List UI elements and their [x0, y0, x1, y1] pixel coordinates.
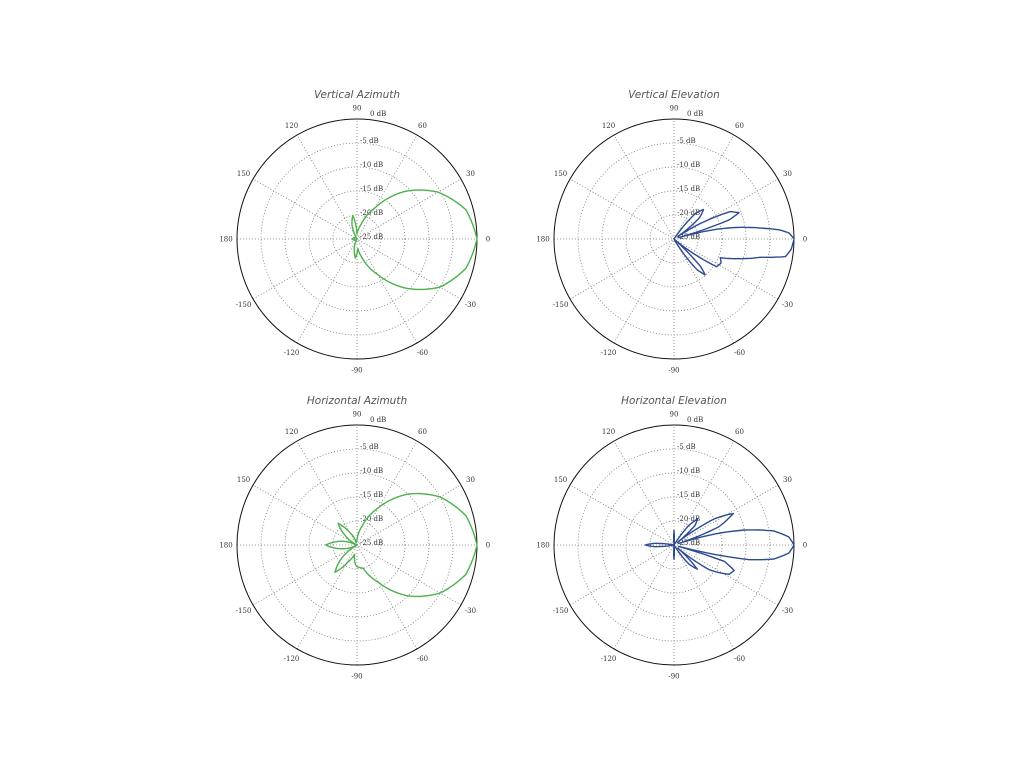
radial-tick-label: -15 dB: [677, 185, 700, 193]
plot-title: Horizontal Azimuth: [307, 395, 407, 407]
pattern-trace: [351, 189, 478, 291]
angle-tick-label: -120: [601, 655, 617, 663]
polar-plot-4: Horizontal Elevation 0 30 60 90 120 150 180 -150…: [536, 395, 807, 681]
radial-tick-label: 0 dB: [370, 416, 386, 424]
angle-tick-label: -30: [465, 301, 476, 309]
angle-tick-label: 60: [735, 428, 744, 436]
polar-plot-1: Vertical Azimuth 0 30 60 90 120 150 180 -150 -120…: [219, 89, 490, 375]
radial-tick-label: -25 dB: [677, 233, 700, 241]
angle-tick-label: 150: [237, 170, 250, 178]
radial-tick-label: -10 dB: [360, 161, 383, 169]
radial-tick-label: -20 dB: [360, 209, 383, 217]
angle-tick-label: -60: [734, 655, 745, 663]
angle-tick-label: 120: [602, 428, 615, 436]
angle-tick-label: 30: [466, 170, 475, 178]
angle-tick-label: -90: [351, 367, 362, 375]
angle-tick-label: 150: [237, 476, 250, 484]
radial-tick-label: -10 dB: [677, 161, 700, 169]
radial-tick-label: -5 dB: [360, 443, 379, 451]
angle-tick-label: 60: [735, 122, 744, 130]
radial-tick-label: -15 dB: [360, 491, 383, 499]
radial-tick-label: -20 dB: [677, 209, 700, 217]
radial-tick-label: -5 dB: [360, 137, 379, 145]
angle-tick-label: -150: [236, 607, 252, 615]
angle-tick-label: 180: [536, 542, 549, 550]
radial-tick-label: 0 dB: [370, 110, 386, 118]
angle-tick-label: 90: [670, 105, 679, 113]
angle-tick-label: 180: [219, 236, 232, 244]
angle-tick-label: 90: [353, 105, 362, 113]
radial-tick-label: 0 dB: [687, 416, 703, 424]
angle-tick-label: -150: [236, 301, 252, 309]
angle-tick-label: 180: [536, 236, 549, 244]
radial-tick-label: -15 dB: [360, 185, 383, 193]
angle-tick-label: -120: [284, 655, 300, 663]
pattern-trace: [644, 512, 795, 575]
angle-tick-label: 0: [803, 236, 807, 244]
pattern-trace: [325, 492, 478, 598]
radial-tick-label: -10 dB: [677, 467, 700, 475]
angle-tick-label: -150: [553, 607, 569, 615]
angle-tick-label: 30: [783, 476, 792, 484]
angle-tick-label: 90: [670, 411, 679, 419]
radial-tick-label: -20 dB: [360, 515, 383, 523]
angle-tick-label: 60: [418, 122, 427, 130]
angle-tick-label: -60: [734, 349, 745, 357]
angle-tick-label: -60: [417, 655, 428, 663]
angle-tick-label: -120: [601, 349, 617, 357]
polar-plot-2: Vertical Elevation 0 30 60 90 120 150 180 -150 -1…: [536, 89, 807, 375]
angle-tick-label: 90: [353, 411, 362, 419]
radial-tick-label: -5 dB: [677, 443, 696, 451]
radial-tick-label: -20 dB: [677, 515, 700, 523]
angle-tick-label: 30: [466, 476, 475, 484]
pattern-trace: [673, 208, 795, 276]
polar-plot-3: Horizontal Azimuth 0 30 60 90 120 150 180 -150 -1…: [219, 395, 490, 681]
angle-tick-label: 0: [486, 542, 490, 550]
angle-tick-label: 180: [219, 542, 232, 550]
angle-tick-label: -150: [553, 301, 569, 309]
plot-title: Vertical Azimuth: [314, 89, 400, 101]
angle-tick-label: 120: [602, 122, 615, 130]
plot-title: Vertical Elevation: [628, 89, 720, 101]
radial-tick-label: -25 dB: [360, 233, 383, 241]
grid-spoke: [613, 134, 735, 344]
angle-tick-label: 0: [486, 236, 490, 244]
angle-tick-label: 0: [803, 542, 807, 550]
radial-tick-label: -10 dB: [360, 467, 383, 475]
radial-tick-label: -25 dB: [360, 539, 383, 547]
grid-spoke: [296, 134, 418, 344]
grid-spoke: [613, 134, 735, 344]
angle-tick-label: -90: [668, 673, 679, 681]
angle-tick-label: 60: [418, 428, 427, 436]
angle-tick-label: -90: [351, 673, 362, 681]
radial-tick-label: -5 dB: [677, 137, 696, 145]
angle-tick-label: -30: [465, 607, 476, 615]
angle-tick-label: -90: [668, 367, 679, 375]
radial-tick-label: 0 dB: [687, 110, 703, 118]
angle-tick-label: 150: [554, 170, 567, 178]
grid-spoke: [296, 134, 418, 344]
plot-title: Horizontal Elevation: [621, 395, 727, 407]
angle-tick-label: -30: [782, 301, 793, 309]
angle-tick-label: -30: [782, 607, 793, 615]
angle-tick-label: 150: [554, 476, 567, 484]
radial-tick-label: -25 dB: [677, 539, 700, 547]
angle-tick-label: 120: [285, 428, 298, 436]
angle-tick-label: 120: [285, 122, 298, 130]
radial-tick-label: -15 dB: [677, 491, 700, 499]
angle-tick-label: 30: [783, 170, 792, 178]
angle-tick-label: -120: [284, 349, 300, 357]
angle-tick-label: -60: [417, 349, 428, 357]
